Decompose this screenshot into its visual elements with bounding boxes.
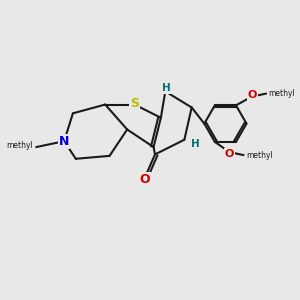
Text: O: O [140, 173, 150, 186]
Text: methyl: methyl [268, 89, 295, 98]
Text: methyl: methyl [6, 141, 33, 150]
Text: methyl: methyl [246, 151, 273, 160]
Text: O: O [225, 148, 234, 159]
Text: N: N [59, 135, 69, 148]
Text: O: O [248, 90, 257, 100]
Text: H: H [191, 139, 200, 149]
Text: S: S [130, 97, 139, 110]
Text: H: H [162, 83, 171, 93]
